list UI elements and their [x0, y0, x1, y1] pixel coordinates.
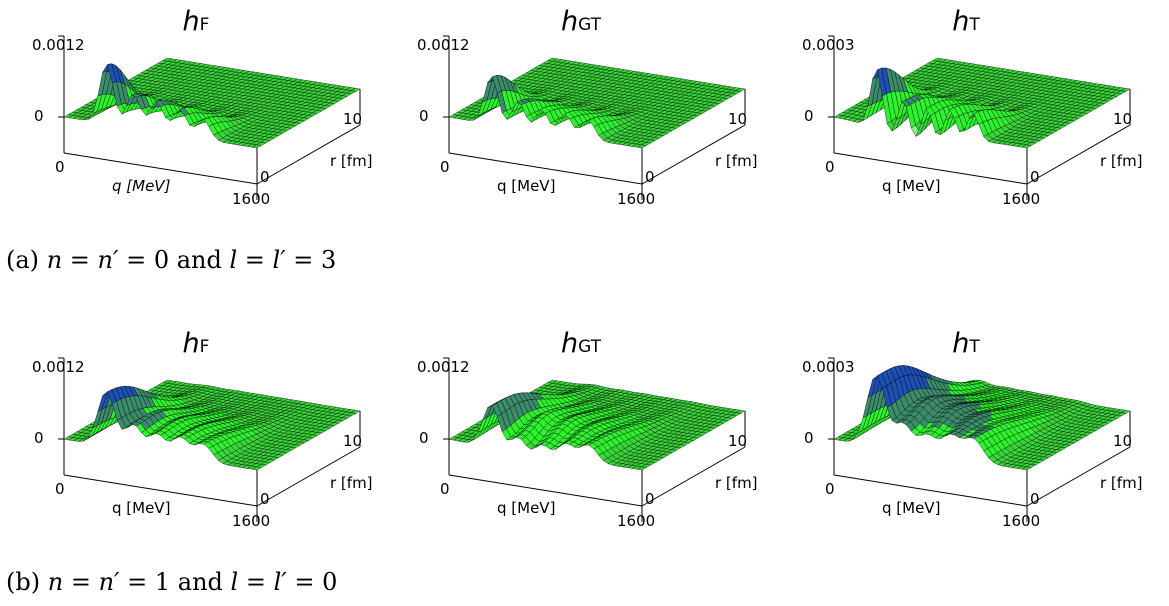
q-min-label: 0	[440, 480, 450, 498]
axes-frame	[828, 357, 1131, 522]
z-max-label: 0.0003	[802, 36, 855, 54]
surface-plot: hF 0.0012 0 0 1600 q [MeV] 0 10 r [fm]	[32, 328, 373, 530]
q-axis	[448, 474, 643, 507]
z-max-label: 0.0012	[417, 358, 470, 376]
surface-mesh	[448, 379, 746, 471]
r-axis-label: r [fm]	[330, 474, 373, 492]
caption-a: (a) n = n′ = 0 and l = l′ = 3	[6, 246, 336, 274]
plot-title: hGT	[561, 328, 602, 359]
plot-title: hF	[183, 328, 210, 359]
caption-eq: =	[237, 246, 273, 274]
r-max-label: 10	[728, 110, 747, 128]
caption-l: l	[229, 246, 238, 274]
z-max-label: 0.0012	[32, 358, 85, 376]
r-axis-label: r [fm]	[1100, 152, 1143, 170]
z-max-label: 0.0012	[417, 36, 470, 54]
axes-frame	[443, 35, 746, 200]
q-axis-label: q [MeV]	[882, 177, 940, 195]
plot-b-hGT: hGT 0.0012 0 0 1600 q [MeV] 0 10 r [fm]	[385, 322, 777, 537]
plot-a-hF: hF 0.0012 0 0 1600 q [MeV] 0 10 r [fm]	[0, 0, 392, 215]
surface-mesh	[63, 57, 361, 149]
z-zero-label: 0	[804, 107, 814, 125]
r-max-label: 10	[728, 432, 747, 450]
caption-lval: 3	[321, 246, 337, 274]
plot-a-hGT: hGT 0.0012 0 0 1600 q [MeV] 0 10 r [fm]	[385, 0, 777, 215]
q-axis	[833, 152, 1028, 185]
q-axis-label: q [MeV]	[112, 499, 170, 517]
caption-and: and	[169, 246, 230, 274]
r-axis-label: r [fm]	[715, 152, 758, 170]
z-zero-label: 0	[419, 107, 429, 125]
caption-nprime: n′	[97, 246, 119, 274]
r-axis-label: r [fm]	[330, 152, 373, 170]
q-max-label: 1600	[1002, 190, 1040, 208]
surface-plot: hGT 0.0012 0 0 1600 q [MeV] 0 10 r [fm]	[417, 6, 758, 208]
z-zero-label: 0	[34, 107, 44, 125]
surface-facet	[636, 466, 647, 471]
q-axis-label: q [MeV]	[112, 177, 171, 195]
z-max-label: 0.0012	[32, 36, 85, 54]
plot-title: hGT	[561, 6, 602, 37]
plot-b-hF: hF 0.0012 0 0 1600 q [MeV] 0 10 r [fm]	[0, 322, 392, 537]
surface-plot: hGT 0.0012 0 0 1600 q [MeV] 0 10 r [fm]	[417, 328, 758, 530]
z-zero-label: 0	[419, 429, 429, 447]
r-max-label: 10	[1113, 110, 1132, 128]
caption-lprime: l′	[272, 246, 286, 274]
surface-facet	[251, 466, 262, 471]
surface-plot: hF 0.0012 0 0 1600 q [MeV] 0 10 r [fm]	[32, 6, 373, 208]
surface-plot: hT 0.0003 0 0 1600 q [MeV] 0 10 r [fm]	[802, 6, 1143, 208]
plot-b-hT: hT 0.0003 0 0 1600 q [MeV] 0 10 r [fm]	[770, 322, 1162, 537]
caption-eq: =	[285, 246, 322, 274]
r-min-label: 0	[645, 490, 655, 508]
caption-n: n	[46, 246, 63, 274]
plot-title: hF	[183, 6, 210, 37]
caption-eq: =	[62, 246, 98, 274]
surface-mesh	[448, 57, 746, 149]
z-zero-label: 0	[34, 429, 44, 447]
r-axis-label: r [fm]	[715, 474, 758, 492]
q-axis	[448, 152, 643, 185]
q-axis	[63, 474, 258, 507]
q-min-label: 0	[825, 158, 835, 176]
caption-label: (a)	[6, 246, 40, 274]
q-max-label: 1600	[232, 190, 270, 208]
r-min-label: 0	[260, 490, 270, 508]
axes-frame	[58, 35, 361, 200]
surface-facet	[636, 144, 647, 149]
axes-frame	[828, 35, 1131, 200]
r-max-label: 10	[343, 110, 362, 128]
r-axis	[256, 124, 361, 185]
surface-facet	[1021, 144, 1032, 149]
q-max-label: 1600	[232, 512, 270, 530]
r-axis	[1026, 446, 1131, 507]
axes-frame	[58, 357, 361, 522]
r-min-label: 0	[260, 168, 270, 186]
surface-mesh	[833, 57, 1131, 149]
plot-title: hT	[952, 6, 980, 37]
r-max-label: 10	[343, 432, 362, 450]
q-min-label: 0	[55, 158, 65, 176]
q-max-label: 1600	[617, 190, 655, 208]
r-axis	[641, 446, 746, 507]
q-min-label: 0	[55, 480, 65, 498]
axes-frame	[443, 357, 746, 522]
q-min-label: 0	[440, 158, 450, 176]
r-axis	[641, 124, 746, 185]
q-axis	[63, 152, 258, 185]
r-min-label: 0	[1030, 168, 1040, 186]
r-axis	[256, 446, 361, 507]
q-axis-label: q [MeV]	[497, 177, 555, 195]
caption-nval: 0	[153, 246, 170, 274]
surface-facet	[251, 144, 262, 149]
r-min-label: 0	[645, 168, 655, 186]
plot-a-hT: hT 0.0003 0 0 1600 q [MeV] 0 10 r [fm]	[770, 0, 1162, 215]
q-max-label: 1600	[617, 512, 655, 530]
surface-mesh	[833, 365, 1131, 471]
caption-eq: =	[118, 246, 154, 274]
q-axis-label: q [MeV]	[497, 499, 555, 517]
q-axis	[833, 474, 1028, 507]
surface-mesh	[63, 379, 361, 471]
r-axis	[1026, 124, 1131, 185]
